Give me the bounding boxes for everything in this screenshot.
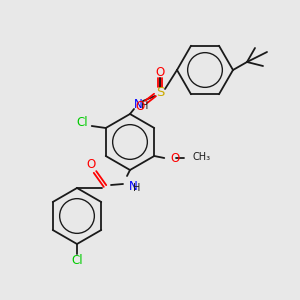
Text: O: O — [155, 65, 165, 79]
Text: N: N — [129, 179, 138, 193]
Text: H: H — [141, 101, 149, 111]
Text: O: O — [170, 152, 179, 164]
Text: H: H — [133, 183, 141, 193]
Text: Cl: Cl — [76, 116, 88, 128]
Text: O: O — [86, 158, 96, 170]
Text: CH₃: CH₃ — [192, 152, 210, 162]
Text: Cl: Cl — [71, 254, 83, 268]
Text: O: O — [135, 100, 145, 112]
Text: N: N — [134, 98, 142, 110]
Text: S: S — [156, 85, 164, 98]
